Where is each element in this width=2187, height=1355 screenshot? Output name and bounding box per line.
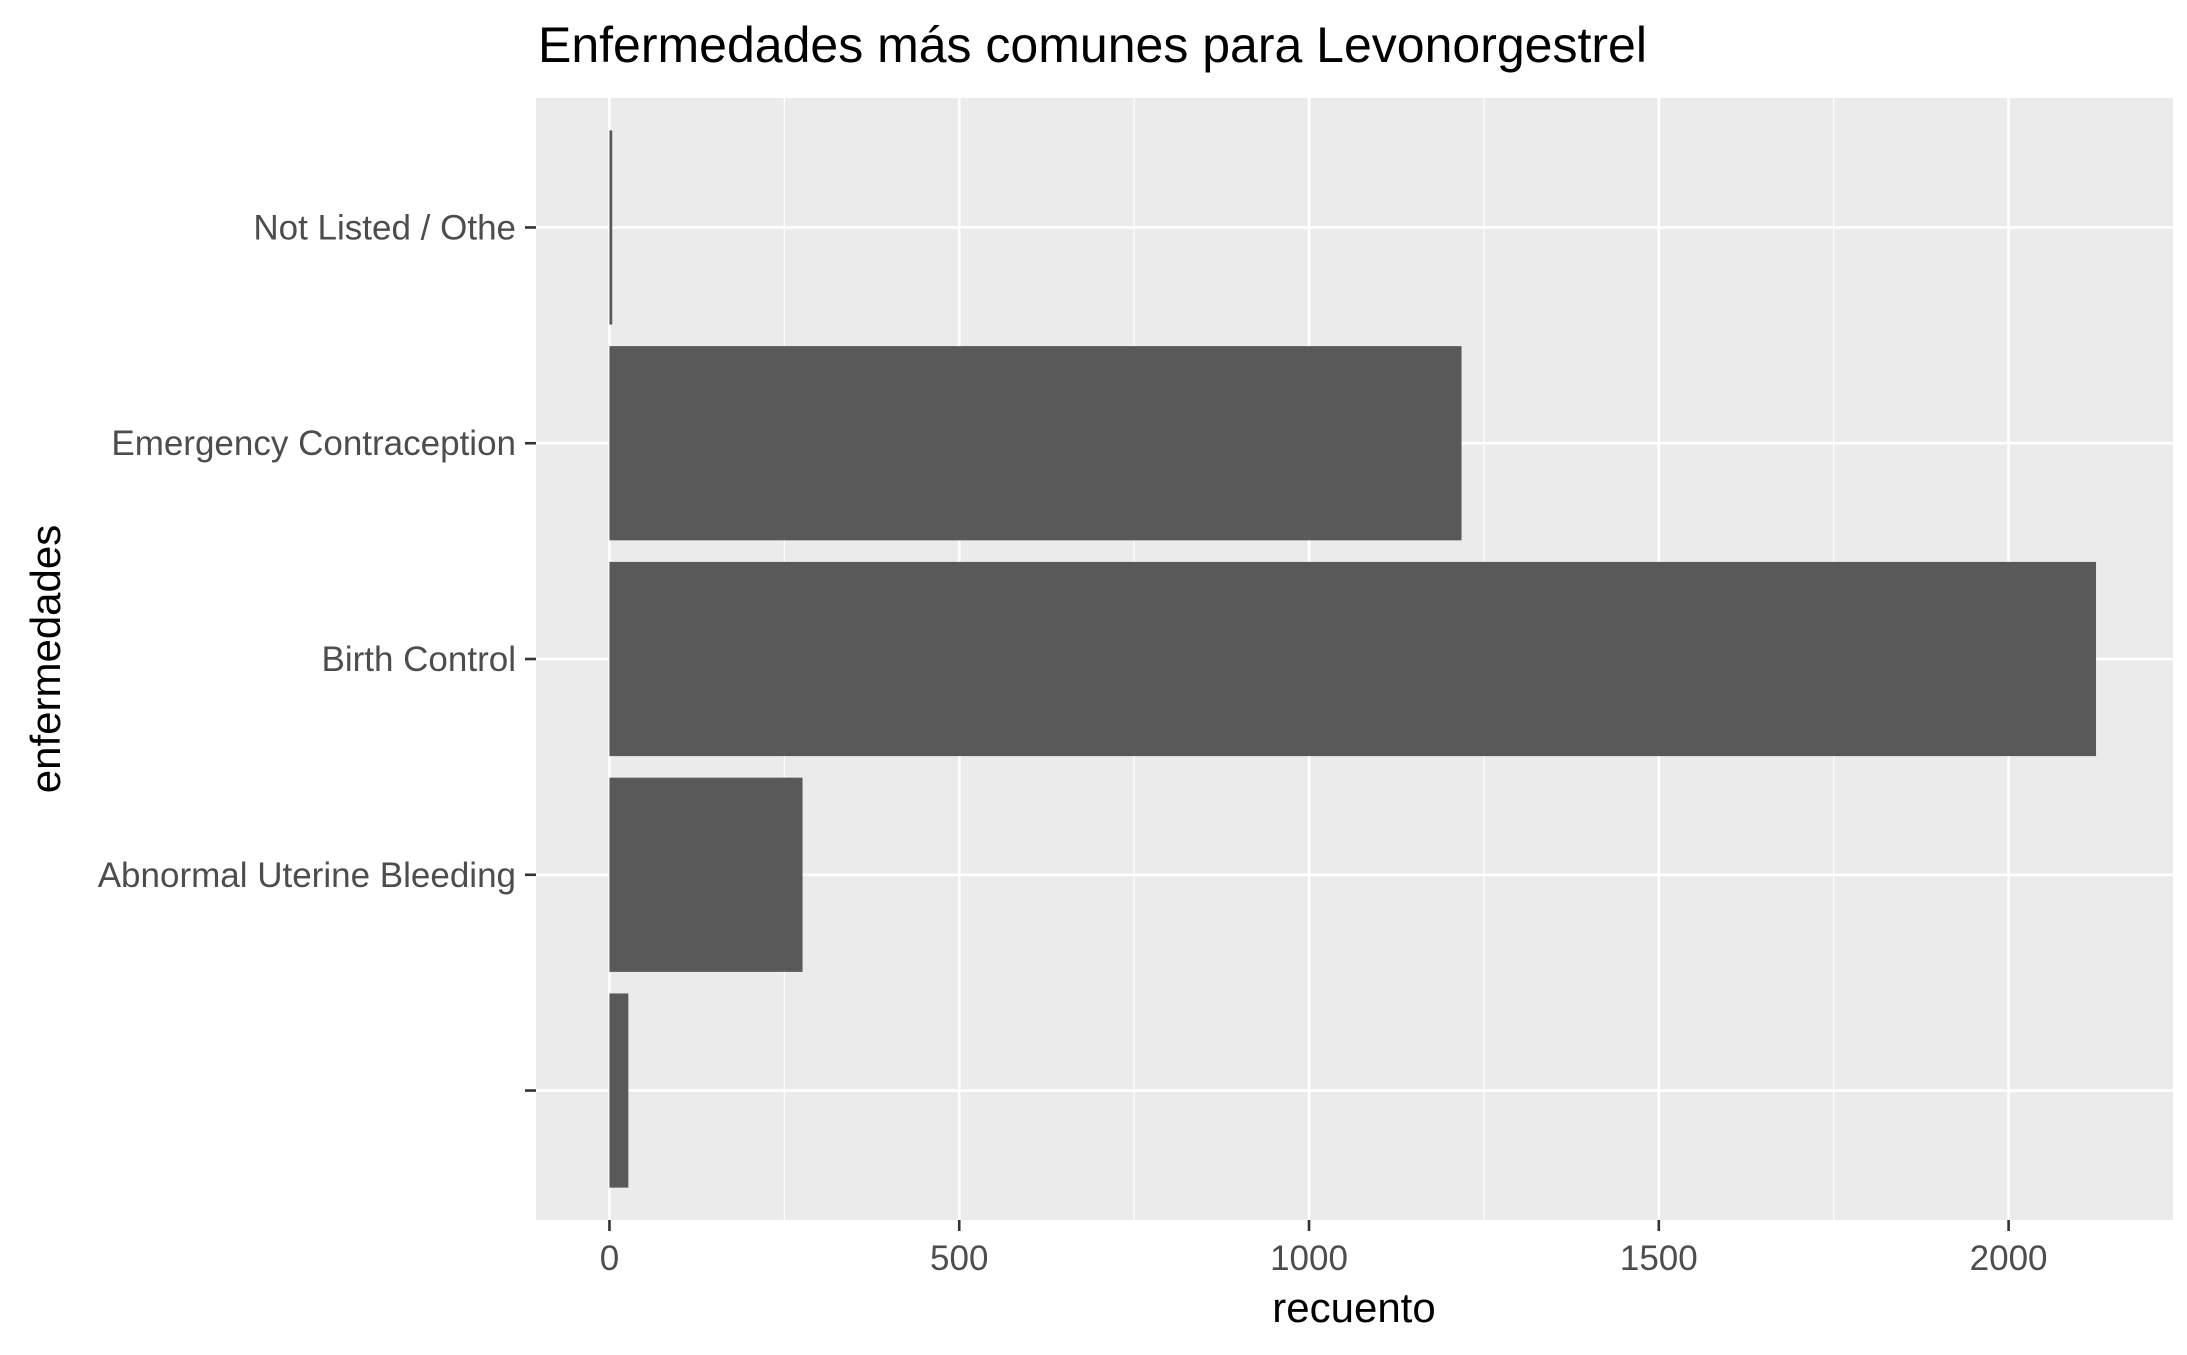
x-axis-title: recuento xyxy=(1272,1284,1435,1331)
bar xyxy=(609,346,1462,541)
x-axis: 0 500 1000 1500 2000 xyxy=(600,1220,2048,1278)
x-tick-label: 1000 xyxy=(1270,1239,1348,1278)
x-tick-label: 2000 xyxy=(1970,1239,2048,1278)
bar xyxy=(609,993,629,1188)
chart-title: Enfermedades más comunes para Levonorges… xyxy=(538,17,1647,73)
x-tick-label: 0 xyxy=(600,1239,619,1278)
bars xyxy=(609,130,2097,1188)
grid-lines xyxy=(536,98,2173,1220)
bar xyxy=(609,130,613,325)
bar xyxy=(609,561,2097,757)
y-tick-label: Abnormal Uterine Bleeding xyxy=(98,856,516,895)
x-tick-label: 500 xyxy=(930,1239,988,1278)
x-tick-label: 1500 xyxy=(1620,1239,1698,1278)
y-tick-label: Not Listed / Othe xyxy=(253,208,516,247)
bar xyxy=(609,777,803,972)
y-tick-label: Emergency Contraception xyxy=(111,424,516,463)
y-axis-title: enfermedades xyxy=(22,525,69,794)
y-axis: Abnormal Uterine Bleeding Birth Control Em… xyxy=(98,208,536,1092)
y-tick-label: Birth Control xyxy=(321,640,516,679)
